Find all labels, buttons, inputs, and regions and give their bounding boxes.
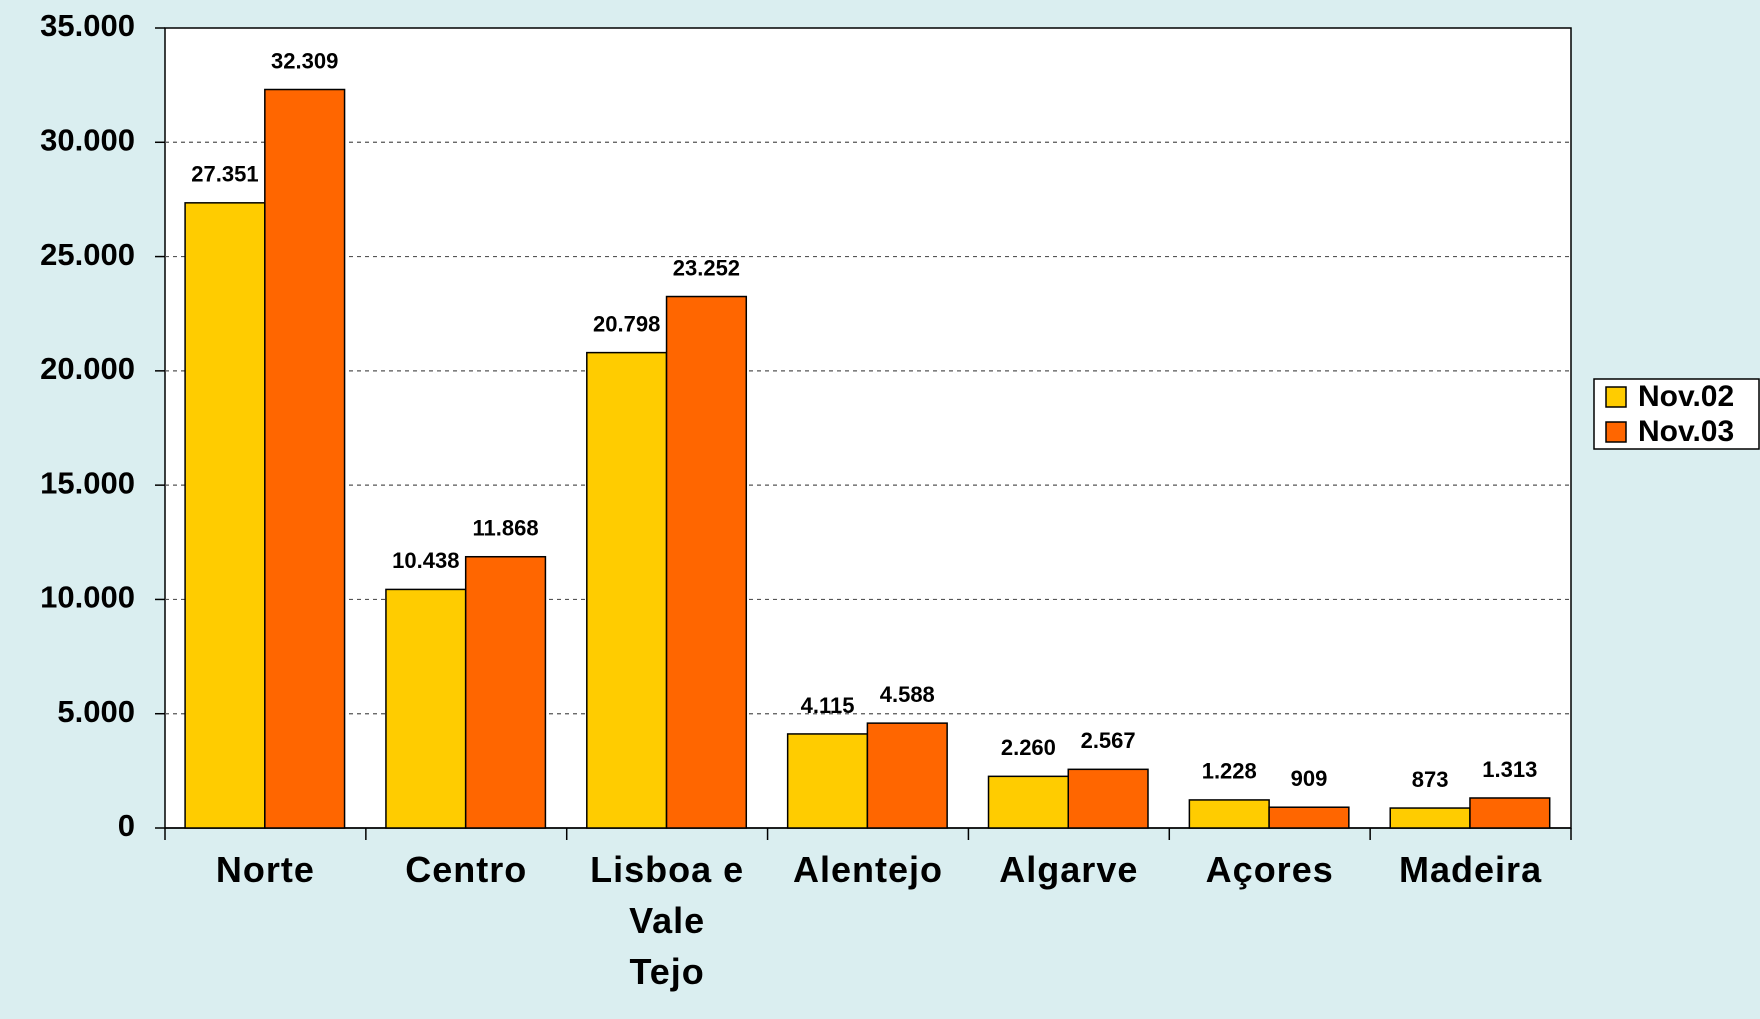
bar	[1188, 799, 1270, 829]
x-tick-label: Algarve	[999, 849, 1139, 890]
legend-label: Nov.03	[1638, 415, 1734, 448]
data-label: 23.252	[673, 255, 740, 280]
data-label: 1.313	[1482, 757, 1537, 782]
data-label: 909	[1291, 766, 1328, 791]
bar	[586, 351, 668, 829]
bar	[665, 295, 748, 829]
data-label: 20.798	[593, 311, 660, 336]
x-tick-label: Madeira	[1399, 849, 1543, 890]
data-label: 27.351	[191, 162, 258, 187]
data-label: 10.438	[392, 548, 459, 573]
x-tick-label: Açores	[1205, 849, 1334, 890]
legend-label: Nov.02	[1638, 380, 1734, 413]
y-tick-label: 10.000	[40, 580, 135, 615]
data-label: 873	[1412, 767, 1449, 792]
bar	[264, 88, 346, 829]
data-label: 11.868	[473, 516, 539, 541]
y-tick-label: 20.000	[40, 351, 135, 386]
y-tick-label: 0	[118, 808, 135, 843]
legend-swatch	[1605, 421, 1627, 443]
y-tick-label: 15.000	[40, 465, 135, 500]
x-tick-label: Alentejo	[792, 849, 943, 890]
bar	[1469, 797, 1551, 829]
bar	[184, 202, 266, 829]
y-tick-label: 25.000	[40, 237, 135, 272]
y-tick-label: 35.000	[40, 8, 135, 43]
y-tick-label: 30.000	[40, 122, 135, 157]
bar	[1067, 768, 1149, 829]
bar	[1389, 807, 1471, 829]
x-tick-label: Lisboa e Vale Tejo	[590, 849, 745, 992]
data-label: 2.260	[1001, 735, 1056, 760]
data-label: 4.588	[880, 682, 935, 707]
data-label: 32.309	[271, 48, 338, 73]
bar	[385, 588, 467, 829]
plot-area	[164, 27, 1572, 829]
data-label: 4.115	[801, 693, 855, 718]
bar	[866, 722, 948, 829]
y-tick-label: 5.000	[57, 694, 135, 729]
data-label: 1.228	[1202, 759, 1257, 784]
bar	[1268, 806, 1350, 829]
data-label: 2.567	[1081, 728, 1136, 753]
bar	[786, 733, 869, 829]
x-tick-label: Norte	[215, 849, 315, 890]
legend-swatch	[1605, 386, 1627, 408]
bar	[464, 555, 547, 829]
bar	[987, 775, 1070, 829]
x-tick-label: Centro	[405, 849, 528, 890]
